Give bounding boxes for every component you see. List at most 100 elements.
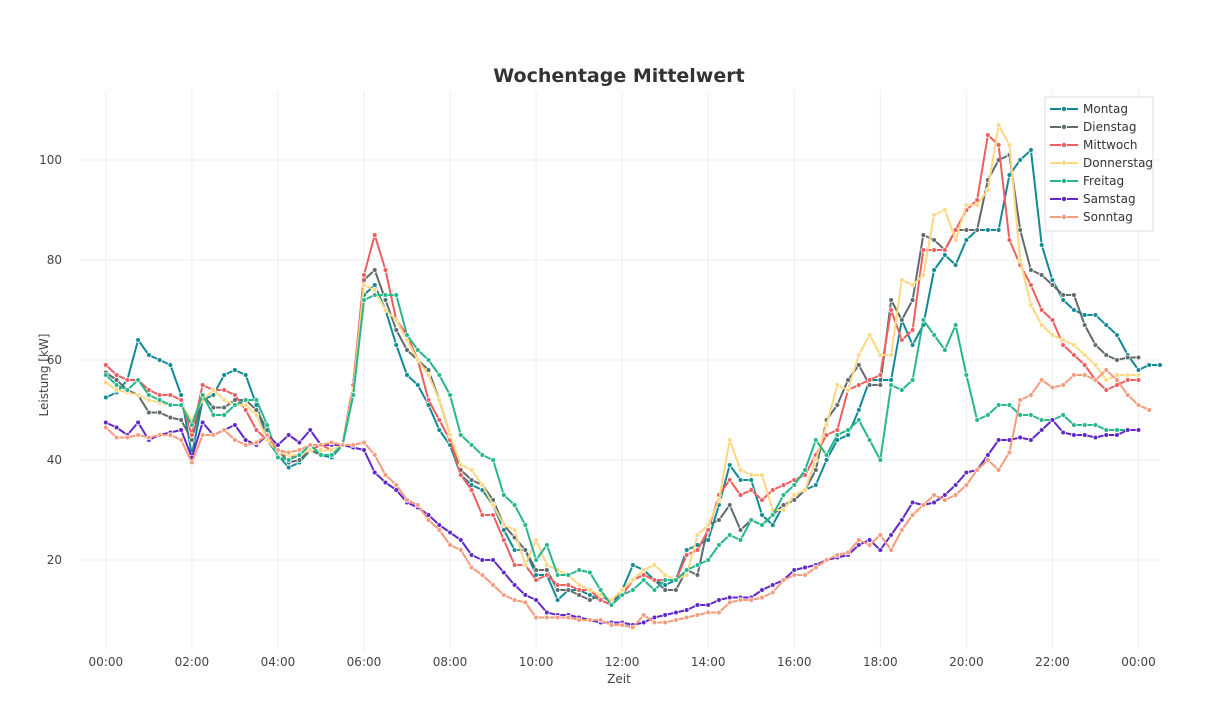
data-point[interactable] [1060,412,1066,418]
data-point[interactable] [124,434,131,441]
data-point[interactable] [457,472,464,478]
data-point[interactable] [404,332,410,338]
data-point[interactable] [468,564,475,571]
data-point[interactable] [1071,372,1077,378]
data-point[interactable] [866,537,873,543]
data-point[interactable] [576,587,582,593]
data-point[interactable] [737,492,744,498]
data-point[interactable] [834,427,841,433]
data-point[interactable] [425,517,432,523]
data-point[interactable] [296,452,303,458]
data-point[interactable] [737,537,744,543]
data-point[interactable] [1071,432,1077,438]
data-point[interactable] [447,432,453,438]
data-point[interactable] [565,582,572,588]
data-point[interactable] [199,392,206,398]
data-point[interactable] [931,247,937,253]
data-point[interactable] [307,427,313,433]
data-point[interactable] [565,572,572,578]
data-point[interactable] [490,457,496,463]
data-point[interactable] [210,432,217,438]
data-point[interactable] [189,422,195,428]
data-point[interactable] [866,382,873,388]
data-point[interactable] [361,272,367,278]
data-point[interactable] [178,417,184,423]
data-point[interactable] [210,392,217,398]
data-point[interactable] [726,594,733,601]
data-point[interactable] [759,522,765,528]
data-point[interactable] [361,447,367,453]
data-point[interactable] [307,447,313,453]
data-point[interactable] [587,569,593,576]
data-point[interactable] [328,452,335,458]
data-point[interactable] [1060,342,1066,348]
data-point[interactable] [544,567,550,573]
data-point[interactable] [1146,407,1153,413]
data-point[interactable] [1060,297,1066,303]
data-point[interactable] [931,332,937,338]
data-point[interactable] [759,512,765,518]
data-point[interactable] [189,437,195,443]
data-point[interactable] [1038,322,1045,328]
data-point[interactable] [683,614,690,621]
data-point[interactable] [533,567,539,573]
data-point[interactable] [716,609,722,616]
data-point[interactable] [1081,362,1088,368]
data-point[interactable] [673,609,679,616]
data-point[interactable] [845,432,851,438]
data-point[interactable] [1114,432,1120,438]
data-point[interactable] [490,512,496,518]
data-point[interactable] [877,532,884,538]
data-point[interactable] [522,599,529,606]
data-point[interactable] [823,422,830,428]
data-point[interactable] [640,577,647,583]
data-point[interactable] [1049,277,1056,283]
data-point[interactable] [963,482,970,488]
data-point[interactable] [103,379,109,386]
data-point[interactable] [1114,357,1120,363]
data-point[interactable] [1038,272,1045,278]
data-point[interactable] [995,467,1002,473]
data-point[interactable] [812,467,819,473]
data-point[interactable] [985,187,991,193]
data-point[interactable] [414,347,421,353]
data-point[interactable] [511,582,518,588]
data-point[interactable] [1038,377,1045,383]
data-point[interactable] [425,372,432,378]
data-point[interactable] [146,397,152,403]
data-point[interactable] [1103,377,1110,383]
data-point[interactable] [705,557,712,563]
data-point[interactable] [1017,434,1023,441]
data-point[interactable] [501,537,507,543]
data-point[interactable] [619,592,625,598]
data-point[interactable] [501,569,507,576]
data-point[interactable] [1038,242,1045,248]
data-point[interactable] [210,404,217,411]
data-point[interactable] [812,437,819,443]
data-point[interactable] [974,417,980,423]
data-point[interactable] [952,262,959,268]
data-point[interactable] [845,387,851,393]
data-point[interactable] [232,437,238,443]
data-point[interactable] [124,387,131,393]
data-point[interactable] [382,472,389,478]
data-point[interactable] [1092,312,1099,318]
data-point[interactable] [791,567,798,573]
data-point[interactable] [468,487,475,493]
data-point[interactable] [1114,427,1120,433]
data-point[interactable] [1006,237,1013,243]
data-point[interactable] [1124,427,1131,433]
data-point[interactable] [909,327,916,333]
data-point[interactable] [221,404,227,411]
data-point[interactable] [1081,352,1088,358]
data-point[interactable] [1060,429,1066,436]
data-point[interactable] [683,547,690,553]
data-point[interactable] [877,352,884,358]
data-point[interactable] [812,482,819,488]
data-point[interactable] [232,402,238,408]
data-point[interactable] [877,457,884,463]
data-point[interactable] [834,402,841,408]
data-point[interactable] [242,372,249,378]
data-point[interactable] [146,409,152,416]
data-point[interactable] [909,297,916,303]
